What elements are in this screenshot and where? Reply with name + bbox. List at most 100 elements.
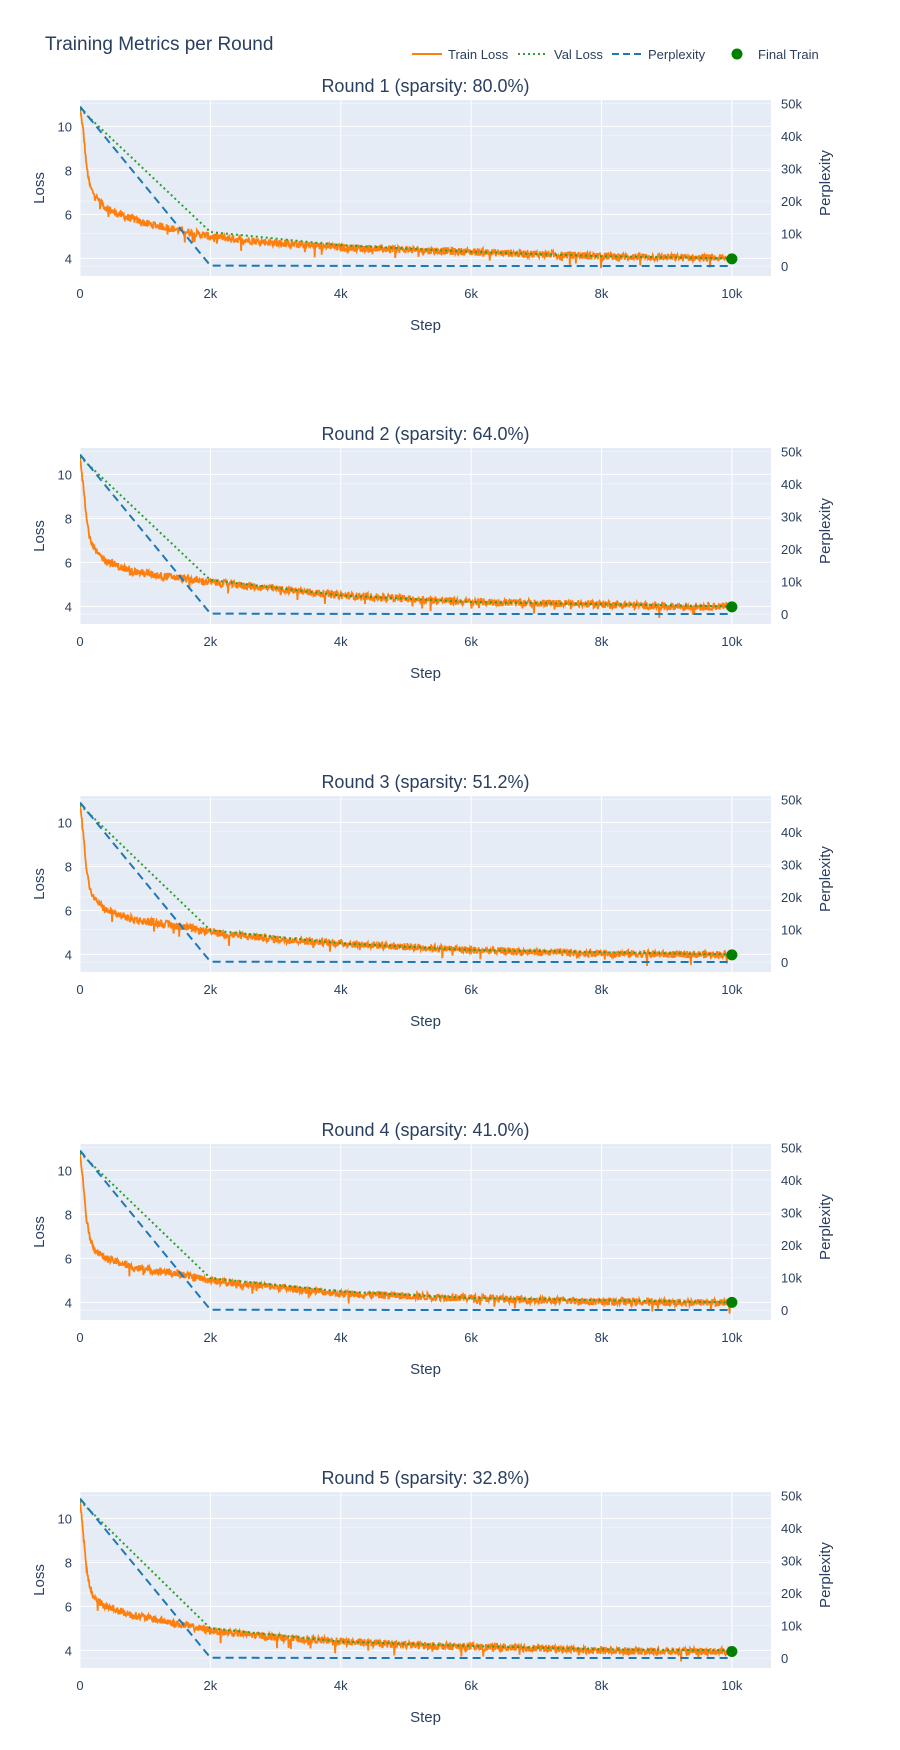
y-tick-label: 8 <box>65 1207 72 1222</box>
x-tick-label: 0 <box>76 1330 83 1345</box>
series-train-loss <box>80 804 733 967</box>
y-tick-label: 4 <box>65 1643 72 1658</box>
x-tick-label: 4k <box>334 1330 348 1345</box>
y2-tick-label: 10k <box>781 1271 802 1286</box>
y-tick-label: 10 <box>58 119 72 134</box>
y2-tick-label: 20k <box>781 1238 802 1253</box>
series-perplexity <box>80 105 732 267</box>
y2-axis-label: Perplexity <box>817 150 834 216</box>
y2-tick-label: 0 <box>781 1303 788 1318</box>
subplot-round-2: Round 2 (sparsity: 64.0%) 0 2k 4k 6k 8k 10k 4 6 8… <box>31 424 834 682</box>
x-tick-label: 10k <box>721 1678 742 1693</box>
plot-area <box>80 100 771 276</box>
y-tick-label: 8 <box>65 511 72 526</box>
subplot-title: Round 4 (sparsity: 41.0%) <box>321 1120 529 1140</box>
subplot-title: Round 1 (sparsity: 80.0%) <box>321 76 529 96</box>
y-tick-label: 8 <box>65 1555 72 1570</box>
y2-axis-label: Perplexity <box>817 1542 834 1608</box>
y2-axis-label: Perplexity <box>817 498 834 564</box>
x-tick-label: 6k <box>464 1678 478 1693</box>
series-layer <box>80 1149 733 1314</box>
x-axis-label: Step <box>410 665 441 682</box>
y-tick-label: 6 <box>65 903 72 918</box>
subplot-round-5: Round 5 (sparsity: 32.8%) 0 2k 4k 6k 8k 10k 4 6 8… <box>31 1468 834 1726</box>
legend-item-val-loss[interactable]: Val Loss <box>518 47 603 62</box>
y2-tick-label: 0 <box>781 259 788 274</box>
x-tick-label: 0 <box>76 982 83 997</box>
series-train-loss <box>80 108 733 269</box>
y-axis-label: Loss <box>31 1564 48 1596</box>
x-tick-label: 8k <box>595 1678 609 1693</box>
legend-item-final-train[interactable]: Final Train <box>731 47 819 62</box>
y-tick-label: 4 <box>65 251 72 266</box>
x-tick-label: 0 <box>76 286 83 301</box>
series-perplexity <box>80 801 732 963</box>
final-train-marker <box>726 253 738 265</box>
final-train-marker <box>726 601 738 613</box>
series-train-loss <box>80 1152 733 1314</box>
y2-tick-label: 50k <box>781 96 802 111</box>
y2-tick-label: 40k <box>781 1521 802 1536</box>
x-tick-label: 6k <box>464 286 478 301</box>
y2-tick-label: 30k <box>781 857 802 872</box>
x-tick-label: 10k <box>721 1330 742 1345</box>
x-tick-label: 6k <box>464 1330 478 1345</box>
y-tick-label: 10 <box>58 1163 72 1178</box>
x-axis-label: Step <box>410 1013 441 1030</box>
y-tick-label: 4 <box>65 599 72 614</box>
x-tick-label: 2k <box>204 634 218 649</box>
subplot-round-3: Round 3 (sparsity: 51.2%) 0 2k 4k 6k 8k 10k 4 6 8… <box>31 772 834 1030</box>
legend-label: Val Loss <box>554 47 603 62</box>
series-perplexity <box>80 1149 732 1311</box>
y-tick-label: 10 <box>58 815 72 830</box>
series-val-loss <box>80 108 732 260</box>
legend-label: Final Train <box>758 47 819 62</box>
x-tick-label: 4k <box>334 982 348 997</box>
legend-item-train-loss[interactable]: Train Loss <box>412 47 509 62</box>
y-tick-label: 6 <box>65 207 72 222</box>
x-tick-label: 8k <box>595 286 609 301</box>
x-tick-label: 4k <box>334 634 348 649</box>
series-val-loss <box>80 804 732 956</box>
plot-area <box>80 1492 771 1668</box>
y2-tick-label: 20k <box>781 542 802 557</box>
subplot-title: Round 5 (sparsity: 32.8%) <box>321 1468 529 1488</box>
y-axis-label: Loss <box>31 868 48 900</box>
legend-item-perplexity[interactable]: Perplexity <box>612 47 706 62</box>
x-axis-label: Step <box>410 1709 441 1726</box>
y-tick-label: 10 <box>58 1511 72 1526</box>
x-tick-label: 10k <box>721 982 742 997</box>
x-tick-label: 0 <box>76 1678 83 1693</box>
y2-tick-label: 30k <box>781 509 802 524</box>
legend[interactable]: Train Loss Val Loss Perplexity Final Train <box>412 47 819 62</box>
final-train-marker <box>726 1296 738 1308</box>
y2-tick-label: 30k <box>781 1553 802 1568</box>
plot-area <box>80 1144 771 1320</box>
series-train-loss <box>80 1500 733 1662</box>
plot-area <box>80 796 771 972</box>
y-axis-label: Loss <box>31 520 48 552</box>
series-val-loss <box>80 1152 732 1304</box>
x-tick-label: 10k <box>721 634 742 649</box>
x-tick-label: 6k <box>464 982 478 997</box>
y2-tick-label: 10k <box>781 1619 802 1634</box>
x-tick-label: 8k <box>595 634 609 649</box>
x-tick-label: 10k <box>721 286 742 301</box>
y2-tick-label: 0 <box>781 1651 788 1666</box>
y2-tick-label: 50k <box>781 1140 802 1155</box>
y-tick-label: 4 <box>65 1295 72 1310</box>
legend-marker <box>731 48 743 60</box>
y2-tick-label: 50k <box>781 444 802 459</box>
y2-axis-label: Perplexity <box>817 846 834 912</box>
x-axis-label: Step <box>410 317 441 334</box>
y2-tick-label: 30k <box>781 1205 802 1220</box>
x-tick-label: 0 <box>76 634 83 649</box>
y2-tick-label: 10k <box>781 923 802 938</box>
y2-tick-label: 10k <box>781 575 802 590</box>
y2-tick-label: 0 <box>781 955 788 970</box>
y-tick-label: 6 <box>65 1251 72 1266</box>
x-axis-label: Step <box>410 1361 441 1378</box>
series-val-loss <box>80 1500 732 1652</box>
subplot-round-1: Round 1 (sparsity: 80.0%) 0 2k 4k 6k 8k 10k 4 6 8… <box>31 76 834 334</box>
x-tick-label: 2k <box>204 286 218 301</box>
